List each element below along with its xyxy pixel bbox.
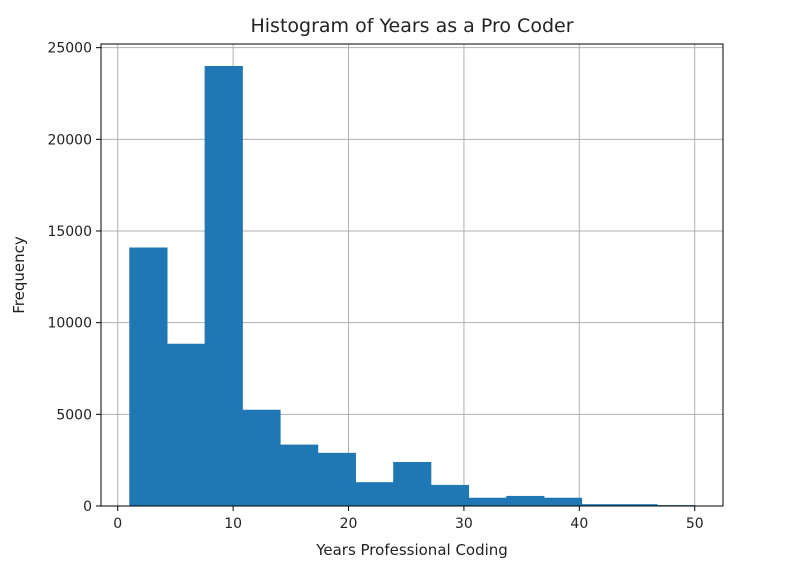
histogram-bar (355, 482, 394, 506)
histogram-bar (468, 497, 507, 506)
x-tick-label: 50 (686, 516, 704, 532)
y-axis-ticks: 0 5000 10000 15000 20000 25000 (47, 41, 101, 515)
y-tick-label: 0 (83, 499, 92, 515)
histogram-bar (129, 247, 168, 506)
x-tick-label: 20 (340, 516, 358, 532)
x-tick-label: 30 (455, 516, 473, 532)
histogram-bar (317, 452, 356, 506)
histogram-bar (242, 409, 281, 506)
y-tick-label: 15000 (47, 224, 92, 240)
plot-frame (100, 43, 724, 507)
x-tick-label: 40 (570, 516, 588, 532)
y-tick-label: 10000 (47, 316, 92, 332)
histogram-bar (581, 504, 620, 506)
histogram-bar (393, 462, 432, 506)
histogram-bars (129, 66, 696, 506)
x-tick-label: 10 (224, 516, 242, 532)
x-tick-label: 0 (113, 516, 122, 532)
histogram-bar (543, 497, 583, 506)
histogram-bar (430, 484, 470, 506)
y-axis-label: Frequency (10, 236, 28, 314)
histogram-bar (167, 343, 206, 506)
chart-title: Histogram of Years as a Pro Coder (250, 15, 573, 37)
histogram-bar (280, 444, 319, 506)
histogram-bar (204, 66, 243, 506)
histogram-bar (506, 495, 545, 506)
y-tick-label: 20000 (47, 132, 92, 148)
histogram-bar (619, 504, 658, 506)
x-axis-label: Years Professional Coding (315, 541, 508, 559)
y-tick-label: 25000 (47, 41, 92, 57)
y-tick-label: 5000 (56, 407, 92, 423)
x-axis-ticks: 0 10 20 30 40 50 (113, 506, 704, 532)
